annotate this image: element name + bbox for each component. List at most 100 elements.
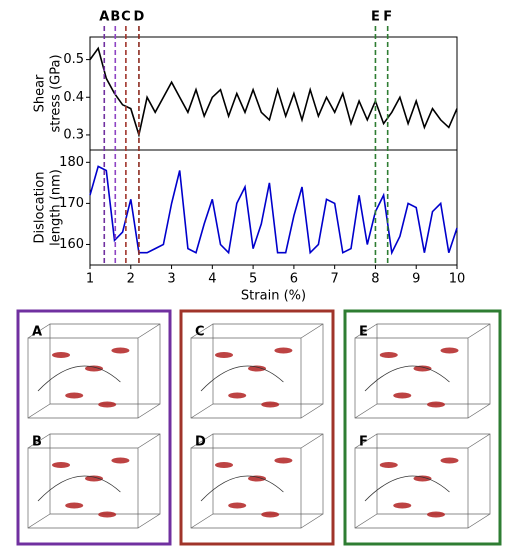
precipitate (274, 347, 293, 354)
x-tick-label: 8 (371, 272, 379, 287)
data-line (89, 46, 458, 139)
y-axis-label: stress (GPa) (49, 54, 64, 132)
x-tick-label: 1 (86, 272, 94, 287)
precipitate (65, 502, 84, 509)
panel-frame (16, 309, 172, 546)
x-tick-label: 4 (208, 272, 216, 287)
panel-frame (179, 309, 335, 546)
box-edge (467, 433, 491, 449)
box-edge (27, 433, 51, 449)
precipitate (440, 347, 459, 354)
box-edge (137, 403, 161, 419)
precipitate (85, 475, 103, 482)
box-edge (190, 513, 214, 529)
box-edge (27, 513, 51, 529)
panel-label: C (195, 325, 205, 340)
precipitate (393, 392, 412, 399)
precipitate (228, 502, 247, 509)
box-edge (137, 323, 161, 339)
dislocation (364, 475, 450, 502)
box-edge (137, 433, 161, 449)
box-edge (300, 433, 324, 449)
plot-frame (89, 149, 458, 266)
precipitate (111, 457, 130, 464)
y-tick-label: 0.4 (63, 90, 84, 105)
box-face (212, 433, 324, 515)
marker-label: F (383, 10, 392, 25)
precipitate (248, 365, 266, 372)
precipitate (427, 401, 445, 408)
x-tick-label: 7 (331, 272, 339, 287)
panel-label: D (195, 435, 206, 450)
box-edge (27, 403, 51, 419)
box-edge (354, 403, 378, 419)
dislocation (200, 475, 284, 502)
box-edge (190, 403, 214, 419)
box-edge (300, 513, 324, 529)
data-line (89, 165, 458, 256)
panel-frame (343, 309, 502, 546)
precipitate (248, 475, 266, 482)
snapshot (354, 433, 491, 529)
snapshot (190, 433, 324, 529)
panel-label: E (359, 325, 368, 340)
precipitate (98, 511, 117, 518)
precipitate (274, 457, 293, 464)
box-edge (300, 323, 324, 339)
snapshot (190, 323, 324, 419)
precipitate (379, 352, 398, 358)
precipitate (228, 392, 247, 399)
y-axis-label: Dislocation (33, 172, 48, 244)
box-face (49, 433, 161, 515)
box-face (212, 323, 324, 405)
marker-label: E (371, 10, 380, 25)
x-tick-label: 3 (167, 272, 175, 287)
box-face (376, 323, 491, 405)
box-edge (354, 433, 378, 449)
y-tick-label: 0.3 (63, 127, 84, 142)
x-axis-label: Strain (%) (241, 289, 306, 304)
box-edge (300, 403, 324, 419)
x-tick-label: 5 (249, 272, 257, 287)
snapshot (27, 323, 161, 419)
box-edge (467, 513, 491, 529)
x-tick-label: 9 (412, 272, 420, 287)
precipitate (52, 352, 70, 358)
box-face (49, 323, 161, 405)
x-tick-label: 6 (290, 272, 298, 287)
precipitate (427, 511, 445, 518)
precipitate (261, 401, 280, 408)
box-edge (354, 323, 378, 339)
precipitate (379, 462, 398, 468)
y-axis-label: length (nm) (49, 169, 64, 246)
x-tick-label: 10 (449, 272, 466, 287)
y-tick-label: 180 (59, 155, 84, 170)
precipitate (215, 352, 233, 358)
precipitate (440, 457, 459, 464)
precipitate (111, 347, 130, 354)
box-edge (27, 323, 51, 339)
y-tick-label: 160 (59, 237, 84, 252)
dislocation (37, 475, 121, 502)
marker-label: A (99, 10, 109, 25)
precipitate (65, 392, 84, 399)
y-tick-label: 170 (59, 196, 84, 211)
x-tick-label: 2 (127, 272, 135, 287)
y-tick-label: 0.5 (63, 52, 84, 67)
dislocation (364, 365, 450, 392)
precipitate (393, 502, 412, 509)
precipitate (215, 462, 233, 468)
snapshot (27, 433, 161, 529)
dislocation (200, 365, 284, 392)
box-edge (354, 513, 378, 529)
panel-label: A (32, 325, 42, 340)
panel-label: F (359, 435, 368, 450)
box-face (376, 433, 491, 515)
precipitate (52, 462, 70, 468)
marker-label: C (121, 10, 131, 25)
box-edge (137, 513, 161, 529)
marker-label: D (134, 10, 145, 25)
box-edge (190, 323, 214, 339)
box-edge (190, 433, 214, 449)
